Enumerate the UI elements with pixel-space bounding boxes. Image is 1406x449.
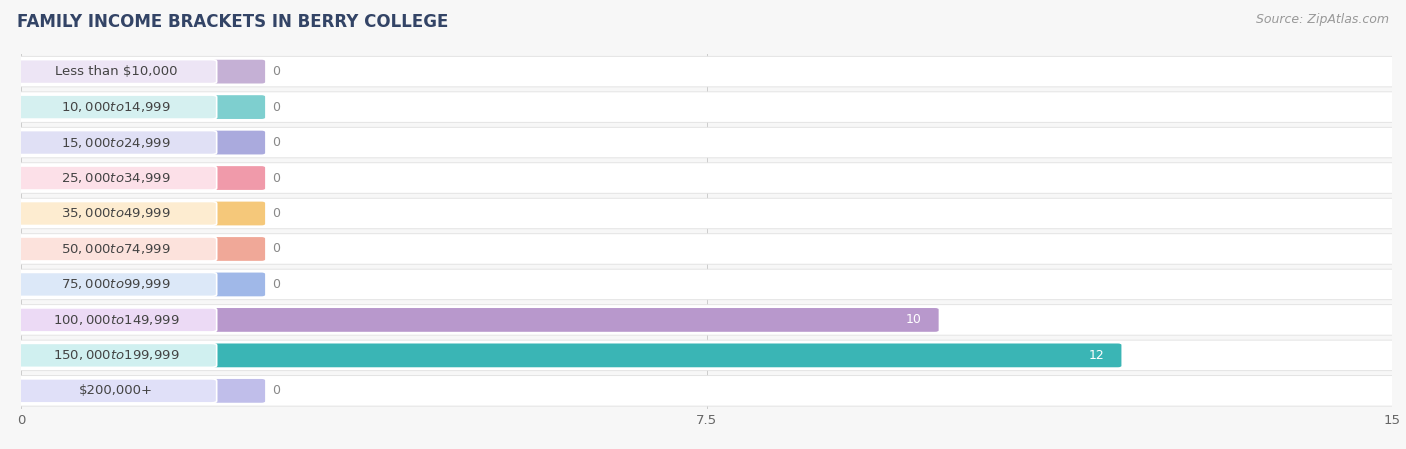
FancyBboxPatch shape xyxy=(20,340,1393,370)
Text: 0: 0 xyxy=(273,278,280,291)
FancyBboxPatch shape xyxy=(15,95,217,119)
FancyBboxPatch shape xyxy=(20,163,1393,193)
Text: $10,000 to $14,999: $10,000 to $14,999 xyxy=(62,100,172,114)
Text: 0: 0 xyxy=(273,101,280,114)
FancyBboxPatch shape xyxy=(15,273,217,296)
FancyBboxPatch shape xyxy=(17,343,1122,367)
Text: $75,000 to $99,999: $75,000 to $99,999 xyxy=(62,277,172,291)
FancyBboxPatch shape xyxy=(20,376,1393,406)
FancyBboxPatch shape xyxy=(17,379,266,403)
Text: $100,000 to $149,999: $100,000 to $149,999 xyxy=(53,313,180,327)
FancyBboxPatch shape xyxy=(17,273,266,296)
FancyBboxPatch shape xyxy=(17,237,266,261)
Text: Less than $10,000: Less than $10,000 xyxy=(55,65,177,78)
Text: 0: 0 xyxy=(273,384,280,397)
FancyBboxPatch shape xyxy=(17,60,266,84)
FancyBboxPatch shape xyxy=(15,166,217,190)
Text: $25,000 to $34,999: $25,000 to $34,999 xyxy=(62,171,172,185)
Text: 10: 10 xyxy=(905,313,921,326)
Text: 0: 0 xyxy=(273,207,280,220)
FancyBboxPatch shape xyxy=(20,305,1393,335)
FancyBboxPatch shape xyxy=(20,269,1393,299)
Text: Source: ZipAtlas.com: Source: ZipAtlas.com xyxy=(1256,13,1389,26)
Text: 0: 0 xyxy=(273,136,280,149)
FancyBboxPatch shape xyxy=(17,95,266,119)
FancyBboxPatch shape xyxy=(15,60,217,84)
FancyBboxPatch shape xyxy=(20,234,1393,264)
Text: 0: 0 xyxy=(273,172,280,185)
FancyBboxPatch shape xyxy=(20,128,1393,158)
FancyBboxPatch shape xyxy=(20,198,1393,229)
FancyBboxPatch shape xyxy=(17,202,266,225)
FancyBboxPatch shape xyxy=(15,131,217,154)
Text: FAMILY INCOME BRACKETS IN BERRY COLLEGE: FAMILY INCOME BRACKETS IN BERRY COLLEGE xyxy=(17,13,449,31)
FancyBboxPatch shape xyxy=(15,308,217,332)
Text: 0: 0 xyxy=(273,242,280,255)
FancyBboxPatch shape xyxy=(20,57,1393,87)
Text: $35,000 to $49,999: $35,000 to $49,999 xyxy=(62,207,172,220)
Text: $150,000 to $199,999: $150,000 to $199,999 xyxy=(53,348,180,362)
FancyBboxPatch shape xyxy=(15,343,217,367)
FancyBboxPatch shape xyxy=(15,379,217,403)
FancyBboxPatch shape xyxy=(17,308,939,332)
Text: $200,000+: $200,000+ xyxy=(79,384,153,397)
Text: $50,000 to $74,999: $50,000 to $74,999 xyxy=(62,242,172,256)
Text: $15,000 to $24,999: $15,000 to $24,999 xyxy=(62,136,172,150)
Text: 0: 0 xyxy=(273,65,280,78)
FancyBboxPatch shape xyxy=(15,237,217,261)
Text: 12: 12 xyxy=(1088,349,1104,362)
FancyBboxPatch shape xyxy=(17,166,266,190)
FancyBboxPatch shape xyxy=(17,131,266,154)
FancyBboxPatch shape xyxy=(15,202,217,225)
FancyBboxPatch shape xyxy=(20,92,1393,122)
